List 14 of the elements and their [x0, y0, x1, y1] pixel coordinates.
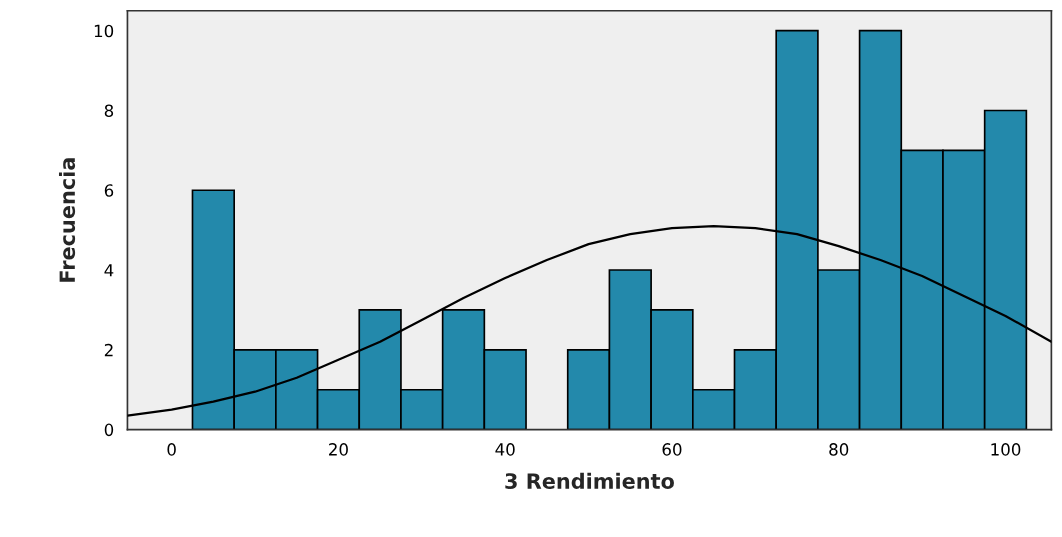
- y-tick-label: 2: [104, 343, 113, 357]
- x-tick-label: 100: [991, 443, 1021, 456]
- y-tick-label: 8: [104, 104, 114, 118]
- x-tick-label: 60: [662, 443, 682, 456]
- y-axis-title: Frecuencia: [58, 158, 76, 282]
- y-tick-label: 0: [104, 423, 114, 437]
- x-tick-label: 80: [829, 443, 849, 456]
- x-tick-label: 0: [167, 443, 176, 456]
- y-tick-label: 6: [104, 184, 114, 197]
- y-tick-label: 10: [94, 24, 114, 38]
- y-tick-label: 4: [104, 264, 114, 277]
- x-axis-title: 3 Rendimiento: [505, 472, 674, 489]
- x-tick-label: 20: [329, 443, 348, 456]
- x-tick-label: 40: [495, 443, 515, 456]
